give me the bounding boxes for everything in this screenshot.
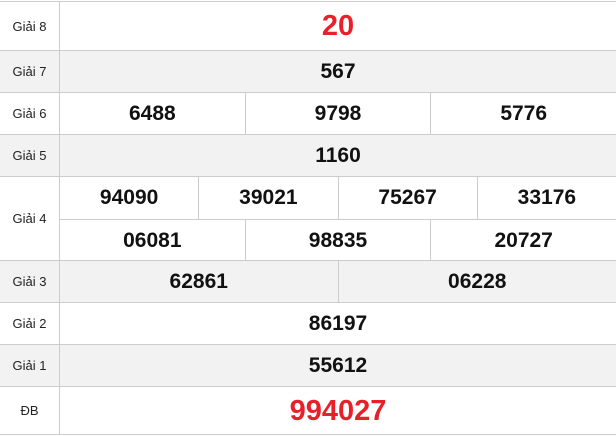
prize-label: Giải 5: [0, 135, 60, 176]
prize-label: Giải 6: [0, 93, 60, 134]
prize-row: Giải 7 567: [0, 50, 616, 92]
prize-label: Giải 1: [0, 345, 60, 386]
number-line: 06081 98835 20727: [60, 219, 616, 261]
winning-number: 39021: [198, 177, 337, 219]
number-line: 55612: [60, 345, 616, 387]
winning-number: 6488: [128, 102, 176, 125]
prize-row: Giải 3 62861 06228: [0, 260, 616, 303]
winning-number: 06081: [123, 228, 182, 252]
prize-label: Giải 7: [0, 51, 60, 92]
prize-row: ĐB 994027: [0, 386, 616, 434]
prize-row: Giải 6 6488 9798 5776: [0, 92, 616, 135]
winning-number: 9798: [244, 93, 431, 135]
winning-number: 567: [320, 60, 356, 83]
prize-row: Giải 5 1160: [0, 134, 616, 176]
winning-number: 33176: [476, 177, 616, 219]
prize-label: Giải 3: [0, 261, 60, 302]
number-line: 94090 39021 75267 33176: [60, 177, 616, 219]
prize-row: Giải 8 20: [0, 1, 616, 50]
number-line: 86197: [60, 303, 616, 345]
winning-number: 06228: [337, 261, 616, 303]
winning-number: 994027: [289, 394, 387, 427]
winning-number: 94090: [99, 186, 159, 209]
prize-row: Giải 4 94090 39021 75267 33176 06081 98835 2072…: [0, 176, 616, 261]
number-line: 20: [60, 2, 616, 51]
prize-row: Giải 1 55612: [0, 344, 616, 386]
winning-number: 20: [321, 10, 355, 42]
prize-label: Giải 4: [0, 177, 60, 260]
winning-number: 5776: [430, 93, 616, 135]
prize-label: ĐB: [0, 387, 60, 434]
winning-number: 1160: [315, 144, 361, 167]
number-line: 62861 06228: [60, 261, 616, 303]
table-bottom-border: [0, 434, 616, 435]
winning-number: 98835: [244, 220, 431, 261]
winning-number: 62861: [169, 270, 228, 293]
winning-number: 86197: [308, 312, 368, 335]
number-line: 994027: [60, 387, 616, 435]
prize-row: Giải 2 86197: [0, 302, 616, 344]
number-line: 567: [60, 51, 616, 93]
number-line: 6488 9798 5776: [60, 93, 616, 135]
prize-label: Giải 2: [0, 303, 60, 344]
winning-number: 75267: [337, 177, 477, 219]
winning-number: 55612: [308, 354, 368, 377]
number-line: 1160: [60, 135, 616, 177]
prize-label: Giải 8: [0, 2, 60, 50]
winning-number: 20727: [430, 220, 616, 261]
